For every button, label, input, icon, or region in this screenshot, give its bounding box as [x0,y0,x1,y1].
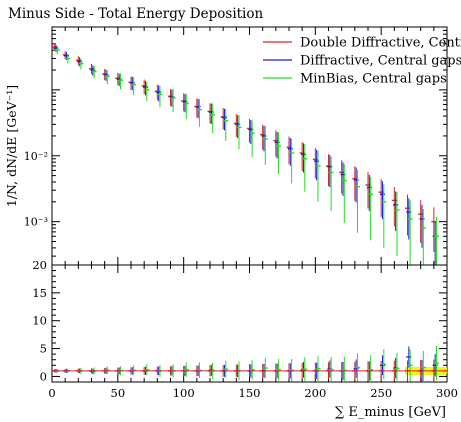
main-y-axis: 10⁻² 10⁻³ [24,26,447,257]
legend: Double Diffractive, Central gaps Diffract… [263,36,461,87]
x-tick-label: 300 [436,386,458,400]
x-tick-label: 100 [173,386,195,400]
x-tick-label: 200 [304,386,326,400]
ratio-y-tick-label: 20 [32,258,47,272]
y-axis-title: 1/N, dN/dE [GeV⁻¹] [4,85,19,207]
ratio-y-tick-label: 0 [40,369,47,383]
chart-title: Minus Side - Total Energy Deposition [8,6,264,22]
ratio-data-points [52,345,447,382]
main-data-points [52,43,439,265]
ratio-panel: 0 5 10 15 20 0 50 100 150 200 250 300 [32,258,458,400]
ratio-y-tick-label: 15 [32,286,47,300]
main-y-tick-label: 10⁻² [24,150,48,163]
ratio-y-tick-label: 10 [32,314,47,328]
x-tick-label: 50 [111,386,126,400]
main-panel: 10⁻² 10⁻³ Double Diffractive, Central gap… [24,26,461,266]
ratio-y-axis: 0 5 10 15 20 [32,258,447,383]
legend-entry: Diffractive, Central gaps [300,54,461,69]
main-y-tick-label: 10⁻³ [24,216,48,229]
x-tick-label: 150 [239,386,261,400]
legend-entry: Double Diffractive, Central gaps [300,36,461,51]
x-axis-title: ∑ E_minus [GeV] [335,405,446,420]
ratio-y-tick-label: 5 [40,342,47,356]
main-x-ticks [51,27,448,265]
x-tick-label: 250 [370,386,392,400]
x-tick-label: 0 [48,386,55,400]
legend-entry: MinBias, Central gaps [300,72,447,87]
